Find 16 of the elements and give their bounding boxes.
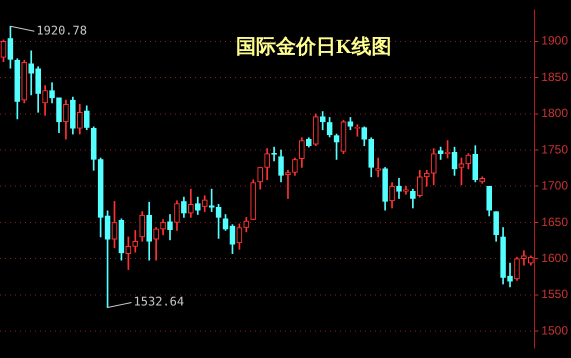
candlestick — [104, 210, 110, 308]
annotation: 1532.64 — [134, 294, 184, 309]
y-tick-label: 1850 — [541, 70, 568, 84]
y-tick-label: 1900 — [541, 34, 568, 48]
y-tick-label: 1750 — [541, 142, 568, 156]
y-tick-label: 1550 — [541, 287, 568, 302]
y-tick-label: 1500 — [541, 323, 568, 338]
y-tick-label: 1600 — [541, 251, 568, 266]
candlestick — [458, 158, 464, 186]
candlestick — [285, 170, 291, 199]
y-tick-label: 1800 — [541, 106, 568, 120]
y-tick-label: 1650 — [541, 214, 568, 229]
candlestick — [507, 262, 513, 288]
text: 国际金价日K线图 — [236, 35, 392, 60]
annotation: 1920.78 — [36, 23, 87, 38]
y-tick-label: 1700 — [541, 178, 568, 193]
